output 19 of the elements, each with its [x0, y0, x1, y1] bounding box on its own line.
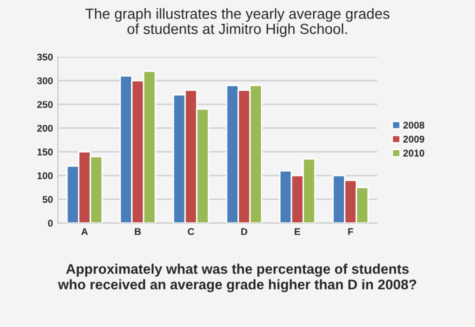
- legend-label: 2008: [403, 122, 424, 129]
- x-tick-label: F: [348, 228, 354, 235]
- y-tick-label: 150: [37, 148, 53, 156]
- y-tick-label: 100: [37, 172, 53, 180]
- y-tick-label: 0: [48, 220, 53, 227]
- legend-label: 2009: [403, 136, 424, 143]
- x-tick-label: E: [294, 228, 300, 235]
- x-tick-label: A: [81, 228, 88, 235]
- y-tick-label: 350: [37, 54, 53, 61]
- y-tick-label: 250: [37, 101, 53, 108]
- legend-label: 2010: [403, 150, 424, 157]
- x-tick-label: D: [241, 228, 248, 235]
- y-tick-label: 300: [37, 77, 53, 84]
- y-tick-label: 50: [42, 196, 53, 203]
- chart-title: The graph illustrates the yearly average grades of students at Jimitro High School.: [85, 8, 390, 37]
- y-tick-label: 200: [37, 124, 53, 132]
- x-tick-label: B: [134, 228, 141, 235]
- text: Approximately what was the percentage of students who received an average grade higher than D in 2008?: [58, 264, 416, 292]
- x-tick-label: C: [188, 228, 194, 236]
